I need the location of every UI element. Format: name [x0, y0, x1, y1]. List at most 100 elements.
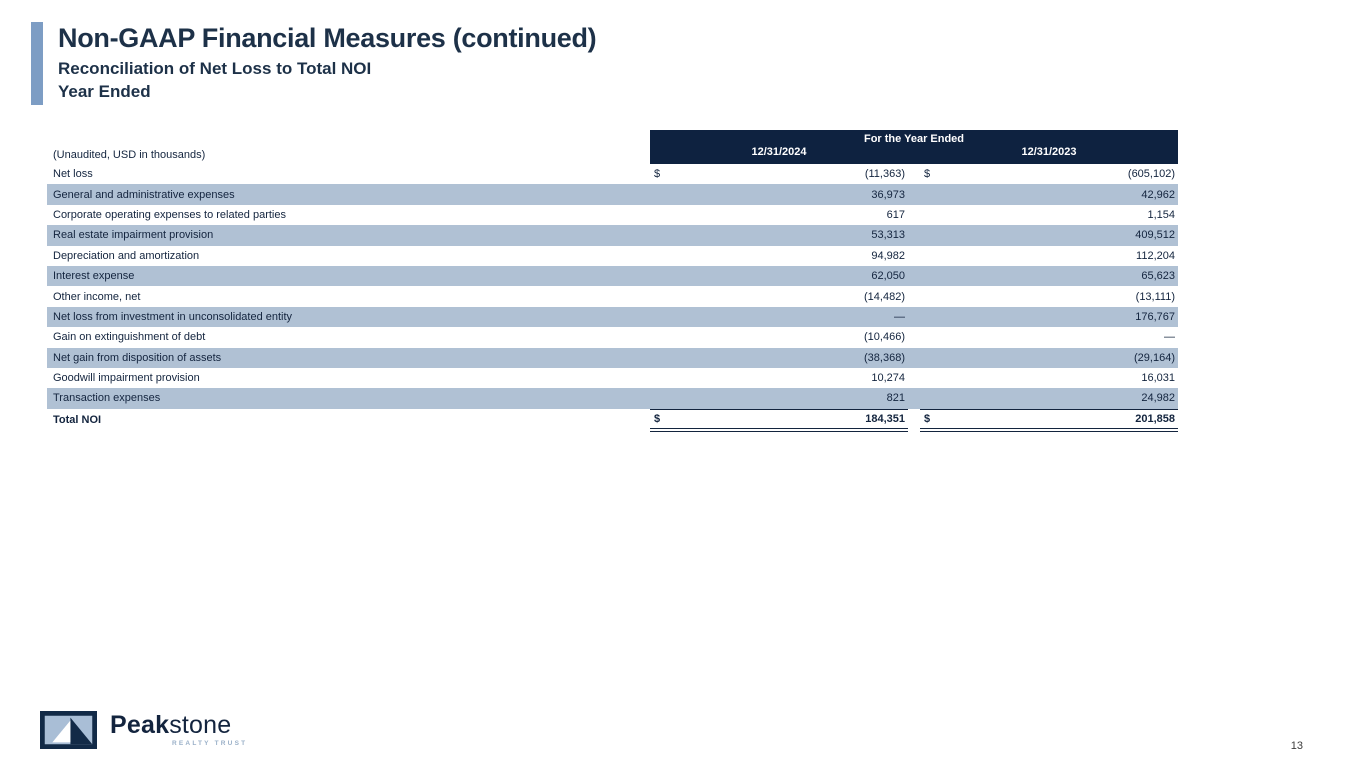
column-gap [908, 286, 920, 306]
cell-value: 94,982 [871, 249, 905, 262]
table-row: Gain on extinguishment of debt (10,466) — [47, 327, 1178, 347]
company-logo: Peakstone REALTY TRUST [40, 711, 247, 749]
column-gap [908, 184, 920, 204]
row-label: Net loss [53, 168, 93, 181]
table-row: Net loss from investment in unconsolidat… [47, 306, 1178, 328]
row-value-2024: 62,050 [650, 266, 908, 286]
row-label: Gain on extinguishment of debt [53, 331, 206, 344]
row-value-2023: 24,982 [920, 388, 1178, 408]
page-number: 13 [1290, 740, 1303, 752]
cell-value: 112,204 [1136, 249, 1175, 262]
cell-value: 53,313 [871, 229, 905, 242]
table-body: Net loss $ (11,363) $ (605,102) General and a… [47, 164, 1178, 409]
row-value-2024: — [650, 307, 908, 327]
currency-symbol: $ [654, 168, 661, 181]
page-subtitle: Reconciliation of Net Loss to Total NOI [58, 58, 372, 78]
column-gap [908, 146, 920, 158]
row-label: Other income, net [53, 290, 141, 303]
title-block: Non-GAAP Financial Measures (continued) … [31, 22, 597, 105]
cell-value: (14,482) [864, 290, 905, 303]
page-subtitle-period: Year Ended [58, 81, 151, 101]
table-row: Net loss $ (11,363) $ (605,102) [47, 164, 1178, 184]
cell-value: 10,274 [871, 372, 905, 385]
column-gap [908, 327, 920, 347]
page-title: Non-GAAP Financial Measures (continued) [58, 23, 597, 53]
peakstone-logo-icon [40, 711, 97, 749]
column-gap [908, 409, 920, 432]
column-gap [908, 388, 920, 408]
cell-value: (38,368) [864, 351, 905, 364]
row-value-2023: 409,512 [920, 225, 1178, 245]
table-header: For the Year Ended 12/31/2024 12/31/2023 [650, 130, 1178, 164]
currency-symbol: $ [924, 168, 931, 181]
table-header-group-label: For the Year Ended [863, 133, 965, 145]
column-gap [908, 205, 920, 225]
cell-value: 617 [886, 208, 905, 221]
cell-value: (13,111) [1135, 290, 1175, 303]
table-row: Corporate operating expenses to related … [47, 205, 1178, 225]
currency-symbol: $ [924, 412, 931, 425]
cell-value: — [894, 310, 905, 323]
table-total-row: Total NOI $ 184,351 $ 201,858 [47, 408, 1178, 432]
cell-value: (11,363) [864, 168, 905, 181]
cell-value: 409,512 [1135, 229, 1175, 242]
cell-value: 24,982 [1141, 392, 1175, 405]
table-row: Goodwill impairment provision 10,274 16,03… [47, 368, 1178, 388]
row-value-2023: — [920, 327, 1178, 347]
row-label: Depreciation and amortization [53, 249, 200, 262]
table-header-row: (Unaudited, USD in thousands) For the Ye… [47, 130, 1178, 164]
cell-value: (10,466) [864, 331, 905, 344]
row-value-2024: (14,482) [650, 286, 908, 306]
row-label: Goodwill impairment provision [53, 372, 200, 385]
total-row-label: Total NOI [53, 414, 102, 427]
row-value-2023: 176,767 [920, 307, 1178, 327]
cell-value: 1,154 [1147, 208, 1175, 221]
cell-value: (605,102) [1127, 168, 1175, 181]
row-value-2024: 821 [650, 388, 908, 408]
row-value-2024: $ (11,363) [650, 164, 908, 184]
cell-value: 821 [886, 392, 905, 405]
row-value-2023: 1,154 [920, 205, 1178, 225]
row-value-2024: (38,368) [650, 348, 908, 368]
title-accent-bar [31, 22, 43, 105]
column-gap [908, 246, 920, 266]
row-value-2023: 16,031 [920, 368, 1178, 388]
logo-name-bold: Peak [110, 711, 170, 739]
row-label: Net gain from disposition of assets [53, 351, 222, 364]
total-value-2023: $ 201,858 [920, 408, 1178, 432]
cell-value: 36,973 [871, 188, 905, 201]
row-value-2023: $ (605,102) [920, 164, 1178, 184]
column-gap [908, 307, 920, 327]
column-gap [908, 368, 920, 388]
cell-value: 176,767 [1135, 310, 1175, 323]
table-row: General and administrative expenses 36,97… [47, 184, 1178, 205]
row-value-2023: (13,111) [920, 286, 1178, 306]
cell-value: — [1164, 331, 1175, 344]
reconciliation-table: (Unaudited, USD in thousands) For the Ye… [47, 130, 1178, 432]
row-value-2024: 36,973 [650, 184, 908, 204]
row-value-2024: 94,982 [650, 246, 908, 266]
row-value-2023: 65,623 [920, 266, 1178, 286]
row-value-2023: 42,962 [920, 184, 1178, 204]
row-label: Transaction expenses [53, 392, 161, 405]
row-value-2024: 53,313 [650, 225, 908, 245]
column-gap [908, 225, 920, 245]
cell-value: 65,623 [1141, 270, 1175, 283]
cell-value: 16,031 [1141, 372, 1175, 385]
row-value-2024: 10,274 [650, 368, 908, 388]
cell-value: 62,050 [871, 270, 905, 283]
total-value-2024: $ 184,351 [650, 408, 908, 432]
table-row: Depreciation and amortization 94,982 112,2… [47, 246, 1178, 266]
column-gap [908, 348, 920, 368]
row-value-2024: 617 [650, 205, 908, 225]
row-label: Corporate operating expenses to related … [53, 208, 286, 221]
column-gap [908, 164, 920, 184]
row-value-2024: (10,466) [650, 327, 908, 347]
row-label: Real estate impairment provision [53, 229, 214, 242]
column-header-2024: 12/31/2024 [751, 146, 807, 158]
row-label: Net loss from investment in unconsolidat… [53, 310, 293, 323]
currency-symbol: $ [654, 412, 661, 425]
table-row: Interest expense 62,050 65,623 [47, 265, 1178, 287]
table-row: Real estate impairment provision 53,313 40… [47, 225, 1178, 246]
